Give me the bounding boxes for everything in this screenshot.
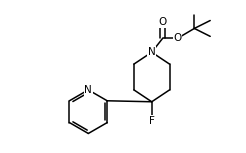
Text: O: O	[173, 33, 182, 43]
Text: F: F	[149, 116, 155, 126]
Text: N: N	[84, 85, 92, 95]
Text: N: N	[148, 47, 156, 57]
Text: O: O	[158, 17, 167, 28]
